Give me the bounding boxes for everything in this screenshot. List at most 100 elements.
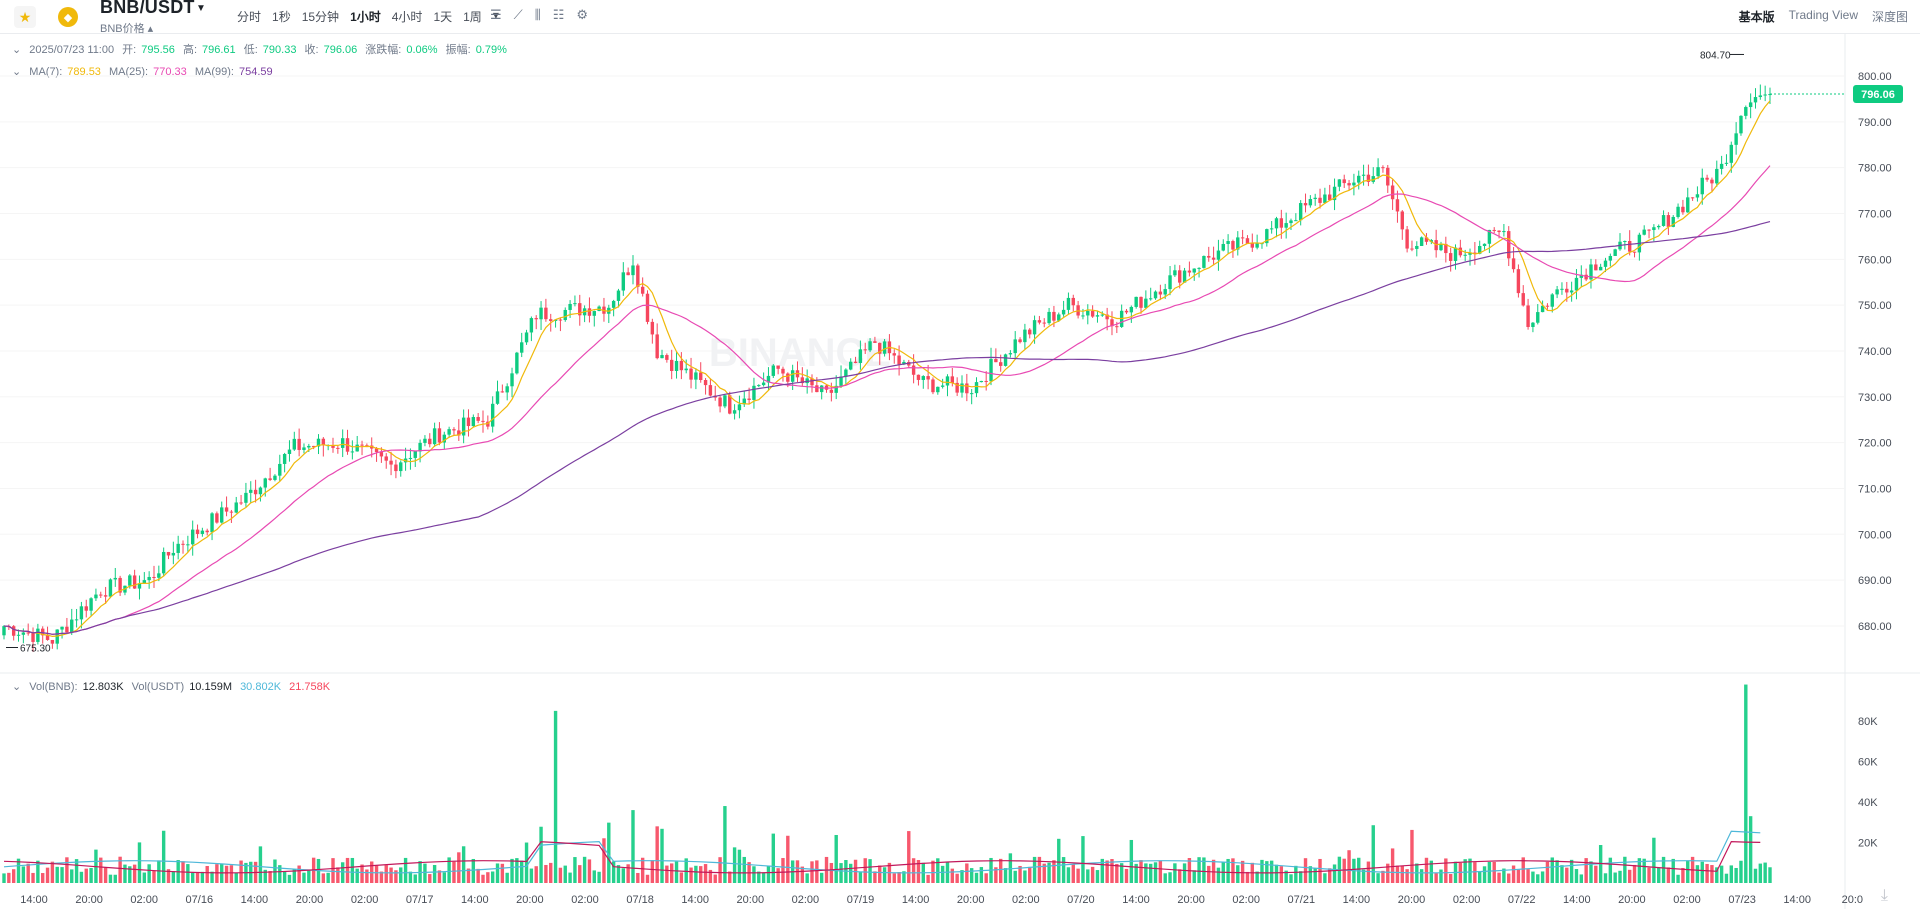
volume-bar (965, 863, 969, 883)
price-axis-label: 790.00 (1858, 117, 1892, 129)
chart-type-icon[interactable]: ☰ (490, 7, 502, 22)
candle-body (1603, 260, 1608, 267)
interval-tab-1s[interactable]: 1秒 (272, 10, 291, 24)
interval-tab-1w[interactable]: 1周 (463, 10, 482, 24)
price-label[interactable]: BNB价格 ▴ (100, 23, 154, 35)
legend-collapse-icon[interactable]: ⌄ (12, 44, 22, 56)
candle-body (471, 417, 476, 427)
interval-tab-1d[interactable]: 1天 (433, 10, 453, 24)
vol-ma1-line (3, 830, 1761, 874)
candle-body (229, 511, 234, 513)
indicator-icon[interactable]: ⟋ (513, 7, 523, 22)
volume-bar (1182, 863, 1187, 883)
volume-bar (1042, 863, 1046, 883)
candle-body (786, 373, 790, 382)
view-depth[interactable]: 深度图 (1871, 10, 1908, 24)
candle-body (282, 453, 287, 464)
view-switcher: 基本版 Trading View 深度图 (1739, 8, 1908, 25)
view-tradingview[interactable]: Trading View (1788, 8, 1858, 22)
volume-bar (969, 868, 974, 883)
candle-body (447, 429, 451, 435)
volume-bar (1410, 829, 1414, 883)
ma-collapse-icon[interactable]: ⌄ (12, 66, 22, 78)
trading-pair[interactable]: BNB/USDT (100, 0, 195, 17)
candle-body (921, 376, 925, 380)
vol-collapse-icon[interactable]: ⌄ (12, 681, 22, 693)
volume-bar (674, 861, 679, 883)
interval-tab-15m[interactable]: 15分钟 (301, 10, 340, 24)
volume-bar (200, 871, 205, 883)
candle-body (1221, 243, 1225, 251)
volume-bar (505, 872, 509, 883)
candle-body (1071, 297, 1075, 306)
volume-bar (1090, 866, 1095, 883)
pair-dropdown-caret-icon[interactable]: ▼ (196, 3, 206, 14)
candle-body (321, 438, 326, 446)
volume-bar (1700, 861, 1704, 883)
candle-body (979, 380, 984, 383)
volume-bar (161, 830, 166, 883)
volume-bar (1516, 869, 1521, 883)
candle-body (195, 529, 200, 534)
volume-bar (1240, 860, 1245, 883)
candle-body (1274, 218, 1279, 229)
interval-tab-timeline[interactable]: 分时 (237, 10, 262, 24)
export-icon[interactable]: ⤓ (1880, 887, 1888, 904)
time-axis-label: 14:00 (681, 894, 709, 906)
volume-bar (263, 869, 267, 883)
price-axis-label: 780.00 (1858, 163, 1892, 175)
price-chart[interactable]: BINANCE 800.00 790.00 780.00 770.00 760.00 750… (0, 34, 1920, 909)
volume-bar (340, 862, 345, 883)
interval-tab-1h[interactable]: 1小时 (350, 10, 381, 24)
candle-body (132, 575, 137, 589)
candle-body (694, 372, 698, 380)
candle-body (505, 386, 509, 393)
candle-body (399, 462, 403, 472)
candle-body (757, 385, 761, 387)
volume-bar (331, 858, 335, 883)
candle-body (882, 341, 887, 354)
volume-bar (616, 865, 621, 883)
candle-body (1139, 296, 1143, 308)
volume-bar (1661, 856, 1666, 883)
ma25-value: 770.33 (153, 66, 187, 78)
price-axis-label: 800.00 (1858, 71, 1892, 83)
volume-bar (490, 871, 495, 883)
candle-body (897, 355, 901, 365)
volume-bar (1744, 684, 1748, 883)
layout-settings-icon[interactable]: ☷ (552, 7, 565, 22)
favorite-star-icon[interactable]: ★ (14, 6, 36, 28)
candle-body (839, 376, 843, 386)
candle-body (292, 438, 297, 450)
volume-bar (621, 868, 626, 883)
volume-bar (689, 867, 693, 883)
candle-body (728, 395, 732, 414)
interval-tab-4h[interactable]: 4小时 (391, 10, 423, 24)
volume-bar (1110, 859, 1114, 883)
ma25-line (3, 165, 1771, 635)
more-intervals-caret-icon[interactable]: ▾ (492, 8, 499, 22)
candle-body (563, 309, 567, 321)
volume-bar (602, 838, 606, 883)
candle-body (1298, 203, 1303, 221)
candle-body (1507, 231, 1511, 259)
volume-bar (640, 857, 645, 883)
settings-gear-icon[interactable]: ⚙ (576, 7, 589, 22)
volume-bar (1758, 863, 1763, 883)
volume-bar (607, 822, 611, 883)
time-axis-label: 02:00 (351, 894, 379, 906)
view-basic[interactable]: 基本版 (1738, 10, 1775, 24)
candle-body (1598, 266, 1603, 271)
volume-bar (718, 857, 722, 883)
ohlc-legend: ⌄ 2025/07/23 11:00 开: 795.56 高: 796.61 低: 7… (12, 44, 507, 56)
volume-bar (1047, 862, 1051, 883)
volume-bar (399, 867, 403, 883)
price-axis-label: 720.00 (1858, 438, 1892, 450)
candle-body (1686, 197, 1690, 213)
volume-bar (679, 872, 684, 883)
candle-body (1661, 215, 1666, 226)
candle-body (1105, 314, 1109, 320)
candle-body (631, 265, 635, 276)
candle-style-icon[interactable]: ⫼ (534, 7, 541, 22)
volume-bar (21, 866, 26, 883)
